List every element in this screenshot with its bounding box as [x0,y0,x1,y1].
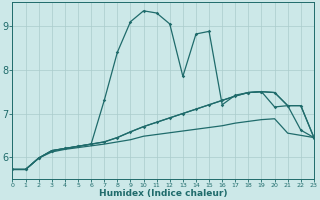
X-axis label: Humidex (Indice chaleur): Humidex (Indice chaleur) [99,189,228,198]
